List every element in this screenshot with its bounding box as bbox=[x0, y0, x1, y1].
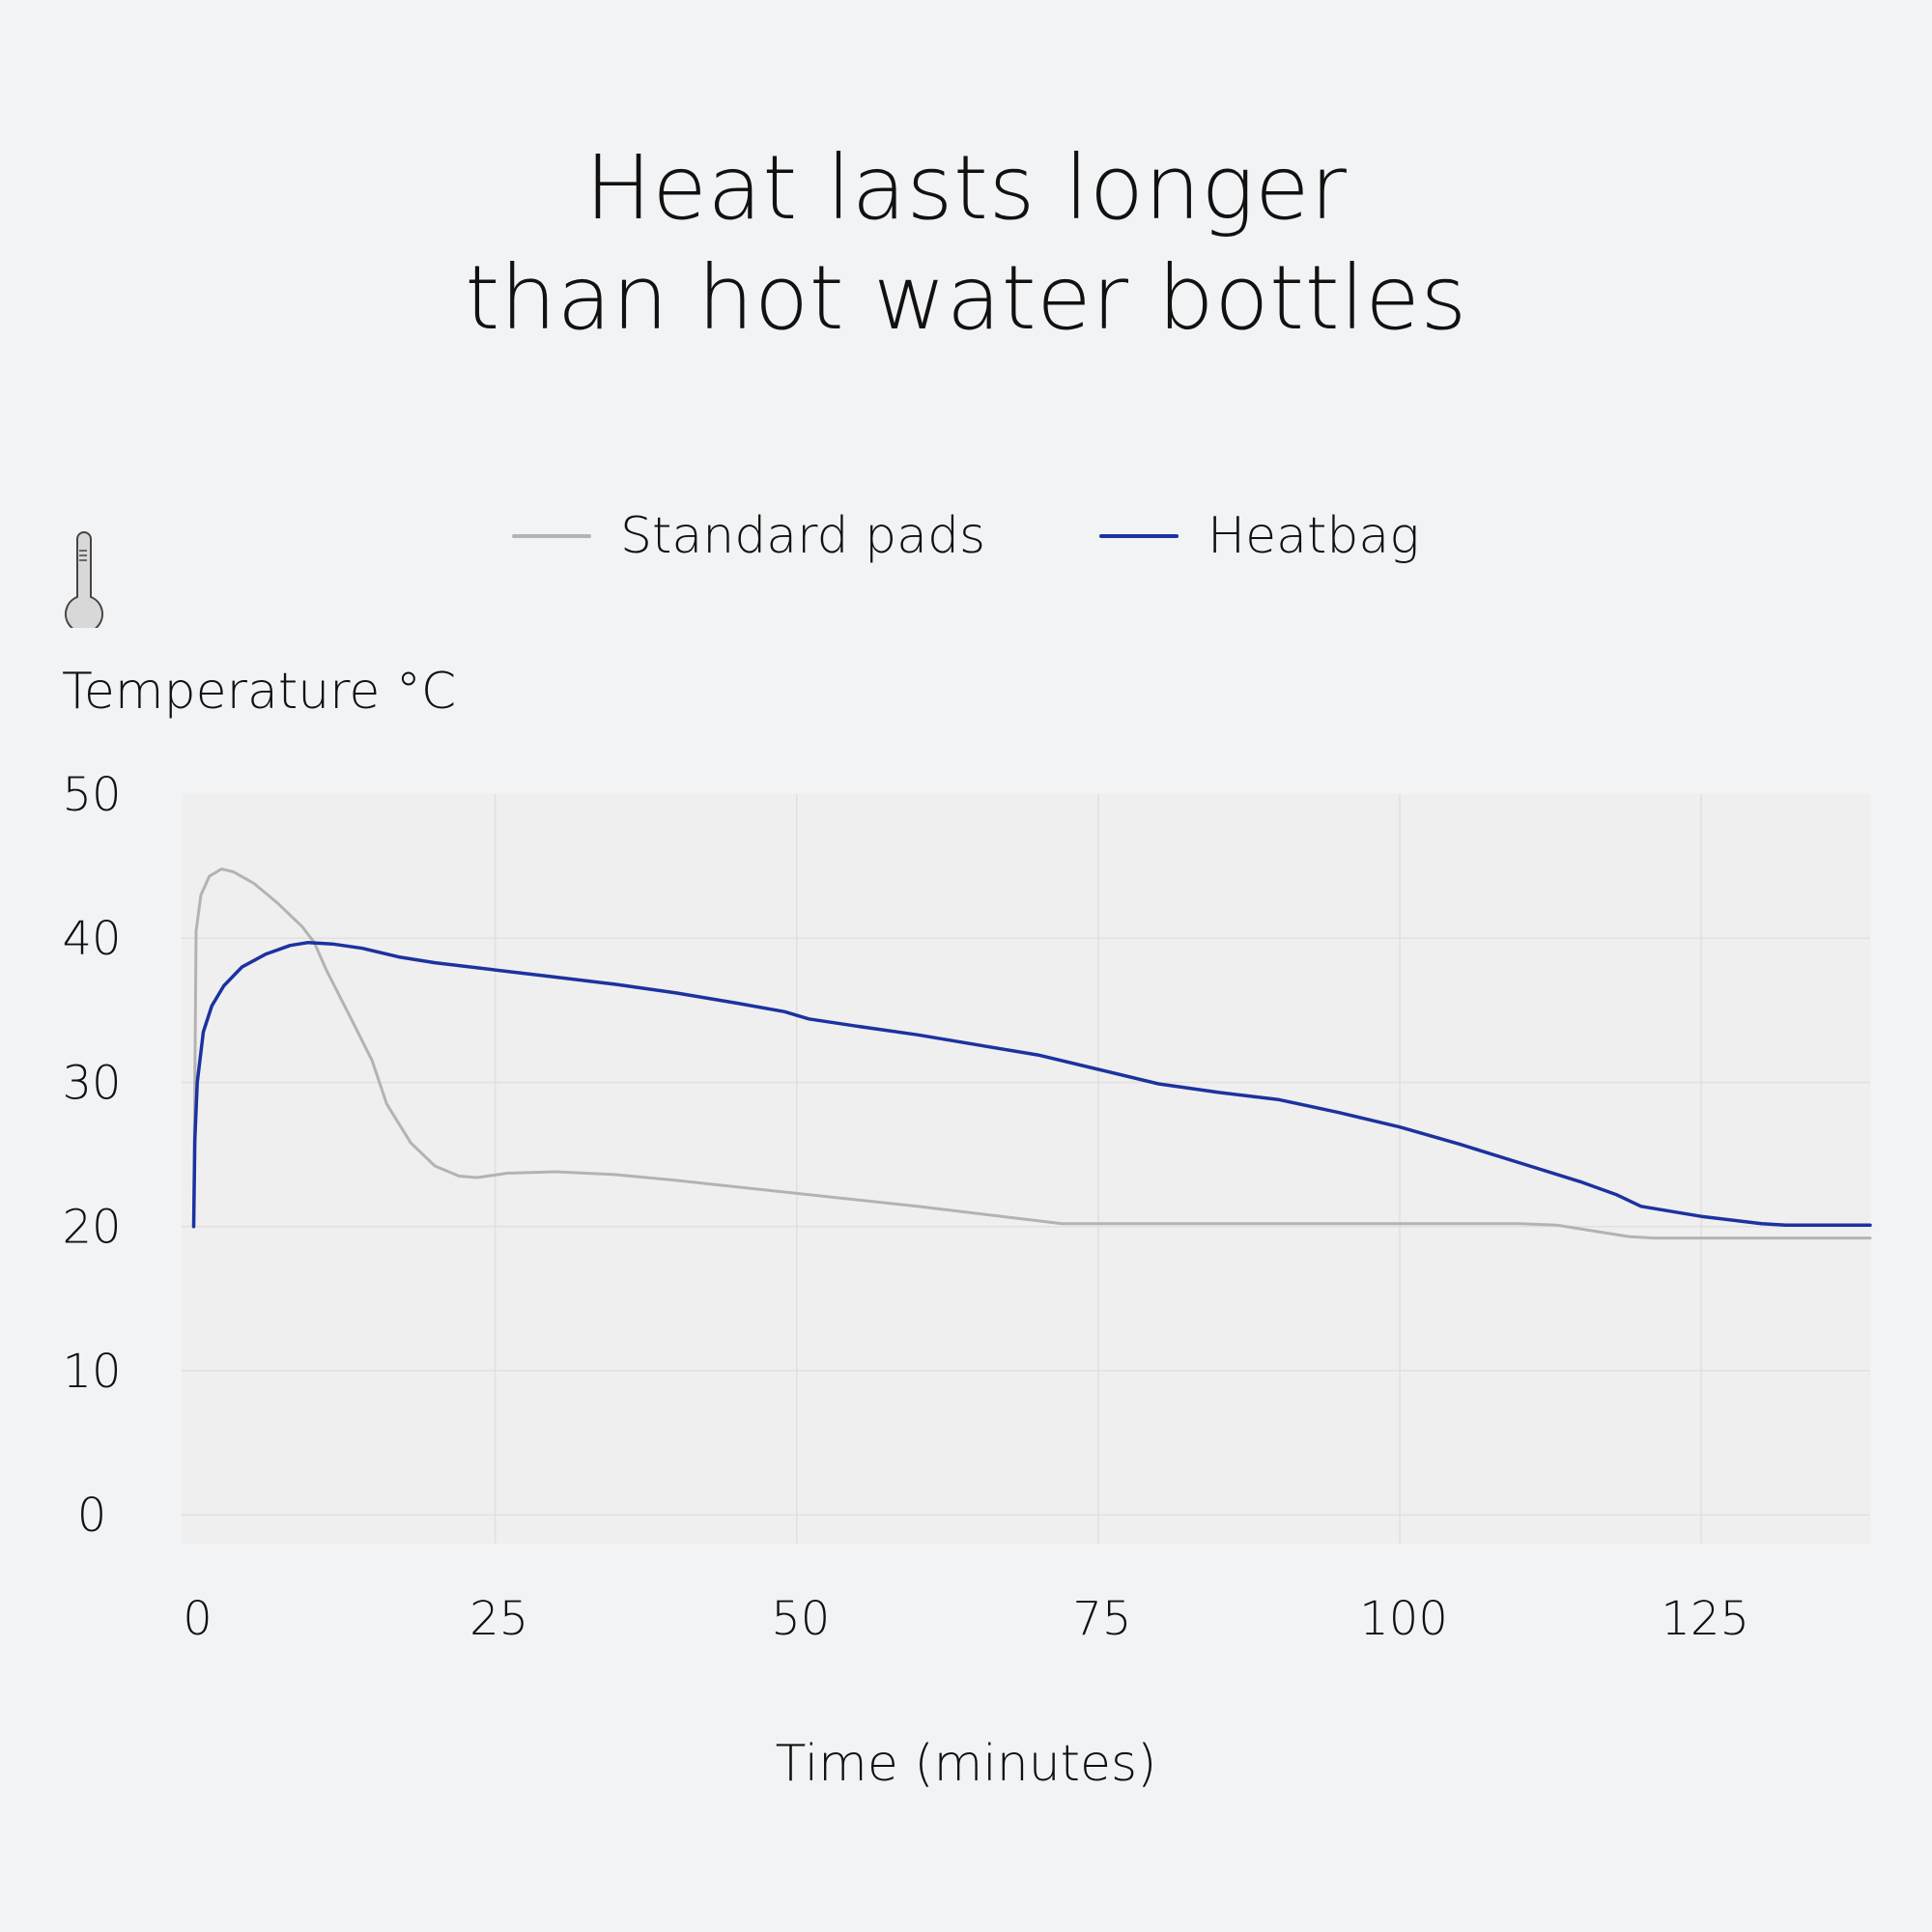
x-tick-label: 100 bbox=[1359, 1592, 1448, 1646]
legend: Standard pads Heatbag bbox=[0, 502, 1932, 570]
y-tick-label: 20 bbox=[62, 1201, 121, 1255]
series-lines bbox=[191, 867, 1872, 1240]
x-tick-label: 125 bbox=[1661, 1592, 1749, 1646]
x-tick-labels: 0 25 50 75 100 125 bbox=[183, 1592, 1749, 1646]
chart-title-line-2: than hot water bottles bbox=[465, 246, 1467, 350]
y-tick-label: 50 bbox=[62, 768, 121, 822]
x-tick-label: 50 bbox=[771, 1592, 830, 1646]
y-tick-labels: 0 10 20 30 40 50 bbox=[62, 768, 121, 1543]
x-tick-label: 75 bbox=[1072, 1592, 1131, 1646]
y-tick-label: 30 bbox=[62, 1056, 121, 1110]
y-axis-label: Temperature °C bbox=[62, 663, 457, 721]
y-tick-label: 10 bbox=[62, 1345, 121, 1399]
series-line-heatbag bbox=[191, 940, 1872, 1229]
legend-swatch-heatbag bbox=[1099, 534, 1179, 538]
x-axis-label: Time (minutes) bbox=[775, 1735, 1157, 1793]
x-tick-label: 25 bbox=[469, 1592, 528, 1646]
grid-lines bbox=[182, 794, 1870, 1544]
x-tick-label: 0 bbox=[183, 1592, 213, 1646]
plot-background bbox=[182, 794, 1870, 1544]
legend-swatch-standard-pads bbox=[512, 534, 591, 538]
chart-title-line-1: Heat lasts longer bbox=[584, 136, 1348, 240]
legend-item-standard-pads: Standard pads bbox=[512, 502, 985, 570]
y-tick-label: 0 bbox=[77, 1489, 107, 1543]
thermometer-icon bbox=[65, 531, 103, 628]
legend-item-heatbag: Heatbag bbox=[1099, 502, 1419, 570]
chart-title: Heat lasts longer than hot water bottles bbox=[0, 133, 1932, 354]
y-tick-label: 40 bbox=[62, 912, 121, 966]
legend-label-heatbag: Heatbag bbox=[1208, 507, 1420, 565]
legend-label-standard-pads: Standard pads bbox=[620, 507, 986, 565]
series-line-standard-pads bbox=[192, 867, 1872, 1240]
